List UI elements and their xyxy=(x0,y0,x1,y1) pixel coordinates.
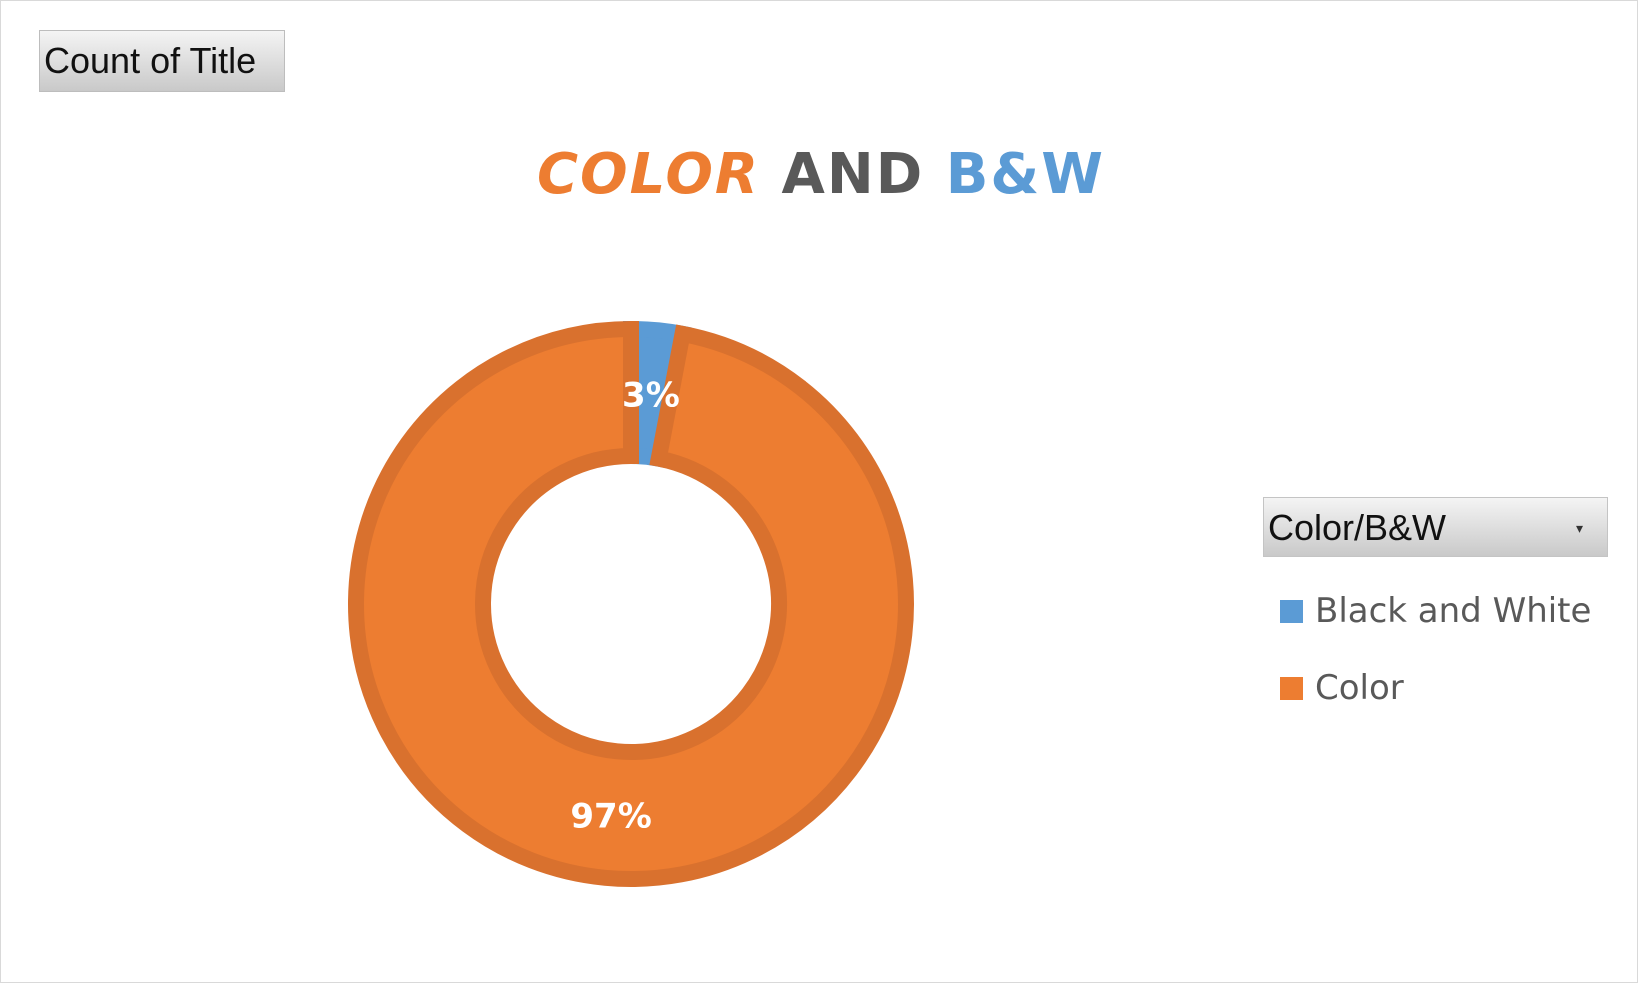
legend-label-black-and-white: Black and White xyxy=(1315,591,1592,631)
donut-slice-color[interactable] xyxy=(348,320,914,887)
legend-item-black-and-white[interactable]: Black and White xyxy=(1263,591,1608,631)
data-label-color: 97% xyxy=(570,797,651,837)
count-of-title-field-button[interactable]: Count of Title xyxy=(39,30,285,92)
chart-title-color-word: COLOR xyxy=(536,142,761,207)
legend: Color/B&W ▾ Black and White Color xyxy=(1263,497,1608,708)
dropdown-arrow-icon: ▾ xyxy=(1575,520,1583,536)
legend-label-color: Color xyxy=(1315,668,1404,708)
legend-filter-label: Color/B&W xyxy=(1268,507,1447,548)
chart-title-bw-word: B&W xyxy=(945,142,1106,207)
legend-swatch-black-and-white xyxy=(1280,600,1303,623)
chart-title-and-word: AND xyxy=(760,142,946,207)
legend-swatch-color xyxy=(1280,677,1303,700)
data-label-black-and-white: 3% xyxy=(622,375,680,415)
legend-filter-button[interactable]: Color/B&W ▾ xyxy=(1263,497,1608,557)
chart-title: COLOR AND B&W xyxy=(1,137,1640,213)
legend-item-color[interactable]: Color xyxy=(1263,668,1608,708)
